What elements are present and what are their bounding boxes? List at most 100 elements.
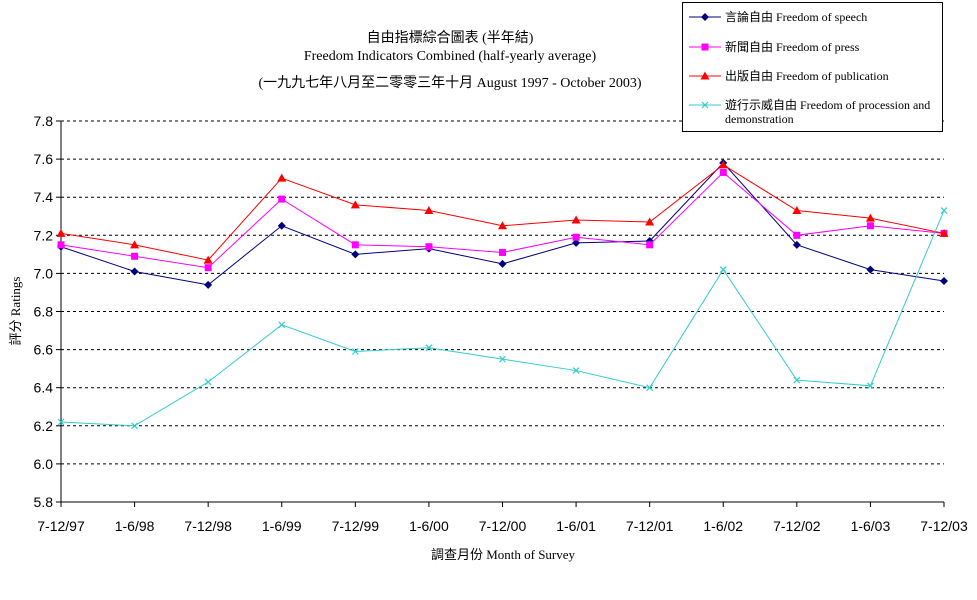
data-point	[351, 250, 360, 259]
legend: 言論自由 Freedom of speech 新聞自由 Freedom of pr…	[682, 2, 943, 132]
x-tick-label: 1-6/02	[703, 518, 743, 534]
data-point	[940, 277, 948, 286]
data-point	[56, 228, 66, 237]
legend-swatch-marker	[700, 71, 710, 80]
data-point	[866, 265, 875, 274]
data-point	[646, 384, 654, 392]
legend-swatch	[689, 71, 721, 80]
gridlines	[56, 120, 944, 503]
x-tick-label: 7-12/01	[626, 518, 674, 534]
data-point	[57, 418, 65, 426]
legend-swatch	[689, 43, 721, 51]
data-point	[499, 355, 506, 363]
x-tick-label: 7-12/00	[479, 518, 527, 534]
series-2	[57, 168, 948, 272]
data-point	[939, 228, 949, 237]
data-point	[645, 217, 655, 226]
data-point	[351, 241, 359, 249]
data-point	[204, 264, 212, 272]
y-tick-label: 6.8	[34, 304, 54, 320]
series-line	[60, 210, 945, 427]
data-point	[204, 280, 213, 289]
data-point	[498, 221, 507, 230]
x-tick-label: 7-12/99	[332, 518, 380, 534]
y-tick-labels: 5.8 6.0 6.2 6.4 6.6 6.8 7.0 7.2 7.4 7.6 7.8	[34, 113, 54, 510]
x-tick-label: 1-6/99	[262, 518, 302, 534]
data-point	[498, 259, 507, 268]
y-axis-label: 評分 Ratings	[8, 277, 23, 346]
axes	[60, 121, 945, 507]
y-tick-label: 7.6	[34, 151, 54, 167]
y-tick-label: 6.4	[34, 380, 54, 396]
y-tick-label: 7.2	[34, 227, 54, 243]
legend-swatch	[689, 101, 721, 109]
x-tick-label: 7-12/98	[184, 518, 232, 534]
data-point	[350, 200, 360, 209]
y-tick-label: 7.0	[34, 265, 54, 281]
data-point	[277, 221, 286, 230]
legend-label: 遊行示威自由 Freedom of procession and demonst…	[725, 98, 931, 126]
legend-swatch-marker	[701, 13, 709, 21]
data-point	[792, 240, 801, 249]
data-point	[424, 206, 434, 215]
data-point	[719, 266, 727, 274]
y-tick-label: 7.8	[34, 113, 54, 129]
legend-swatch-marker	[701, 101, 709, 109]
data-point	[425, 243, 433, 251]
series-group	[56, 158, 949, 430]
legend-label: 言論自由 Freedom of speech	[725, 10, 868, 24]
data-point	[793, 376, 801, 384]
data-point	[131, 422, 139, 430]
data-point	[351, 348, 359, 355]
chart-title: 自由指標綜合圖表 (半年結)	[366, 31, 534, 46]
series-4	[57, 207, 948, 430]
data-point	[792, 206, 802, 215]
data-point	[131, 252, 139, 260]
legend-label: 新聞自由 Freedom of press	[725, 40, 860, 54]
y-tick-label: 6.2	[34, 418, 54, 434]
data-point	[499, 248, 506, 256]
legend-swatch-marker	[701, 43, 709, 51]
data-point	[572, 367, 580, 374]
data-point	[278, 321, 286, 329]
legend-swatch	[689, 13, 721, 21]
data-point	[203, 255, 213, 264]
series-line	[60, 164, 945, 261]
x-tick-label: 7-12/97	[37, 518, 85, 534]
x-tick-label: 1-6/00	[409, 518, 449, 534]
chart-date-range: (一九九七年八月至二零零三年十月 August 1997 - October 2…	[258, 76, 642, 91]
data-point	[277, 173, 287, 182]
x-tick-label: 1-6/98	[115, 518, 155, 534]
data-point	[130, 240, 140, 249]
x-axis-label: 調查月份 Month of Survey	[431, 547, 576, 562]
data-point	[572, 233, 580, 241]
data-point	[278, 195, 286, 203]
data-point	[865, 213, 875, 222]
y-tick-label: 6.6	[34, 342, 54, 358]
data-point	[571, 215, 581, 224]
data-point	[793, 231, 801, 239]
y-tick-label: 7.4	[34, 189, 54, 205]
x-tick-label: 7-12/03	[920, 518, 968, 534]
x-tick-label: 1-6/01	[556, 518, 596, 534]
data-point	[425, 344, 433, 352]
legend-label: 出版自由 Freedom of publication	[725, 69, 889, 83]
data-point	[940, 207, 948, 214]
data-point	[718, 160, 728, 169]
data-point	[866, 222, 874, 230]
data-point	[572, 238, 581, 247]
data-point	[719, 168, 727, 176]
x-tick-labels: 7-12/97 1-6/98 7-12/98 1-6/99 7-12/99 1-6/00 7…	[37, 518, 968, 534]
y-tick-label: 5.8	[34, 494, 54, 510]
x-tick-label: 7-12/02	[773, 518, 821, 534]
x-tick-label: 1-6/03	[851, 518, 891, 534]
series-3	[56, 160, 949, 264]
data-point	[866, 382, 874, 390]
y-tick-label: 6.0	[34, 456, 54, 472]
data-point	[204, 378, 212, 386]
data-point	[130, 267, 139, 276]
data-point	[646, 241, 654, 249]
chart-subtitle: Freedom Indicators Combined (half-yearly…	[303, 49, 597, 64]
data-point	[57, 241, 65, 249]
